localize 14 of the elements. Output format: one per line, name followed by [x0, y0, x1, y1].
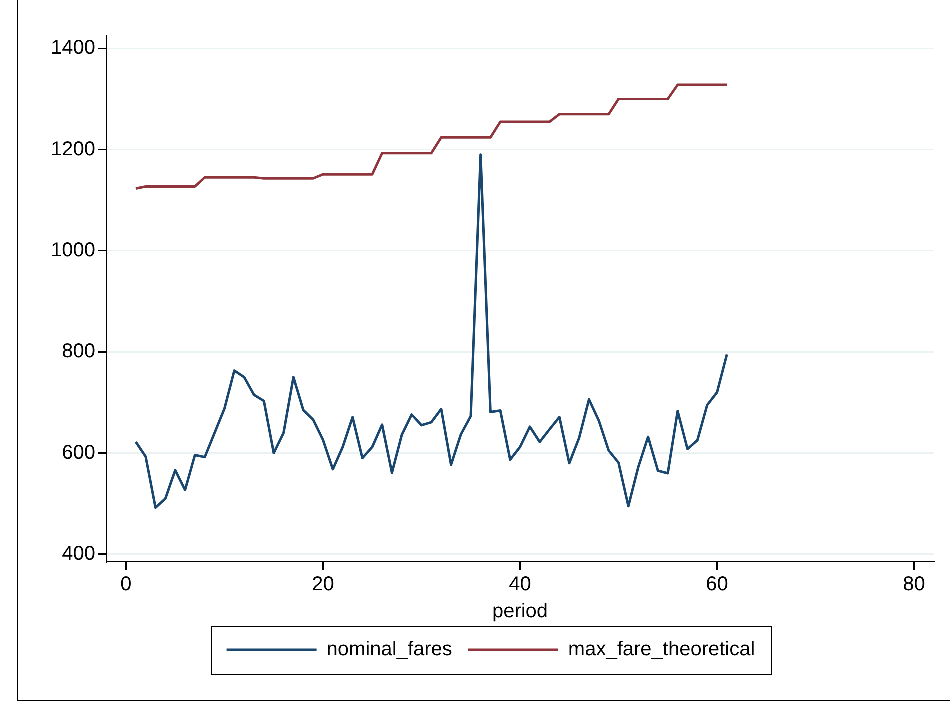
- y-tick-label: 800: [62, 340, 96, 363]
- x-tick-label: 40: [509, 574, 532, 596]
- x-tick-label: 80: [903, 574, 926, 596]
- y-tick-label: 1400: [50, 37, 96, 60]
- x-tick-label: 20: [312, 574, 334, 596]
- y-tick-label: 1000: [50, 239, 96, 262]
- y-tick-label: 600: [62, 442, 96, 464]
- x-tick-label: 60: [706, 574, 728, 596]
- legend-label: max_fare_theoretical: [568, 638, 756, 661]
- x-axis-title: period: [492, 600, 548, 623]
- y-tick-label: 1200: [50, 138, 96, 160]
- x-tick-label: 0: [120, 574, 132, 596]
- y-tick-label: 400: [62, 542, 96, 565]
- legend-label: nominal_fares: [326, 638, 452, 661]
